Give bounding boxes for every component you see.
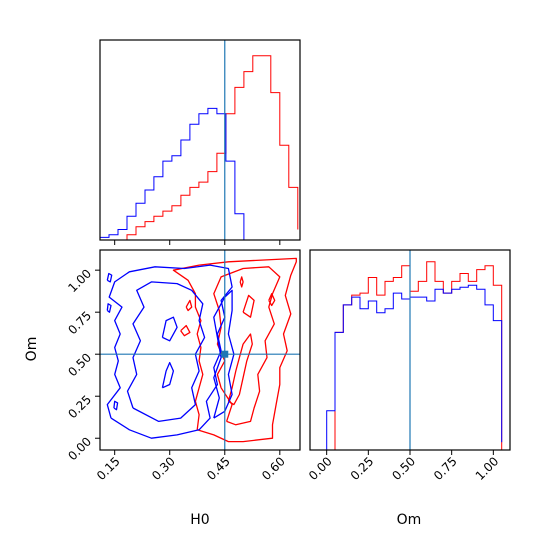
x-tick-label-h0: 0.30 — [149, 454, 178, 483]
contour-red-3 — [242, 294, 255, 318]
x-tick-label-om: 0.50 — [389, 454, 418, 483]
frame-histogram-h0 — [99, 39, 301, 241]
x-tick-label-h0: 0.45 — [204, 454, 233, 483]
contour-red-6 — [185, 299, 193, 312]
contour-blue-2 — [213, 289, 235, 419]
frame-contour — [99, 249, 301, 451]
contour-blue-7 — [113, 400, 119, 411]
contour-red-5 — [239, 276, 244, 288]
contour-red-4 — [268, 293, 276, 307]
y-tick-label-om: 0.25 — [65, 392, 94, 421]
contour-blue-3 — [161, 361, 175, 389]
panel-histogram-om: 0.00 0.25 0.50 0.75 1.00 — [306, 249, 511, 483]
x-tick-label-om: 1.00 — [473, 454, 502, 483]
contour-blue-5 — [106, 303, 112, 313]
x-axis-label-h0: H0 — [190, 512, 209, 528]
x-tick-label-om: 0.75 — [431, 454, 460, 483]
contour-blue-6 — [106, 272, 113, 283]
contour-blue-0 — [106, 264, 233, 439]
contour-red-7 — [180, 324, 191, 337]
histogram-om-red-series — [318, 261, 503, 450]
panel-histogram-h0 — [99, 39, 301, 245]
x-tick-label-om: 0.25 — [348, 454, 377, 483]
y-tick-label-om: 0.75 — [65, 308, 94, 337]
panel-contour-h0-om: 0.15 0.30 0.45 0.60 0.00 0.25 0.50 0.75 1.00 — [65, 249, 301, 483]
y-tick-label-om: 0.50 — [65, 350, 94, 379]
contour-red-2 — [227, 333, 253, 406]
x-tick-label-om: 0.00 — [306, 454, 335, 483]
contour-blue-4 — [161, 316, 178, 342]
contour-blue-1 — [126, 281, 206, 423]
y-axis-label-om: Om — [24, 337, 40, 362]
x-axis-label-om: Om — [397, 512, 422, 528]
x-tick-label-h0: 0.15 — [94, 454, 123, 483]
histogram-h0-blue-series — [100, 107, 298, 240]
truth-marker — [221, 350, 229, 358]
y-tick-label-om: 1.00 — [65, 266, 94, 295]
x-tick-label-h0: 0.60 — [259, 454, 288, 483]
y-tick-label-om: 0.00 — [65, 434, 94, 463]
histogram-h0-red-series — [100, 55, 299, 240]
contour-red-1 — [213, 266, 281, 426]
contour-red-0 — [172, 257, 297, 443]
